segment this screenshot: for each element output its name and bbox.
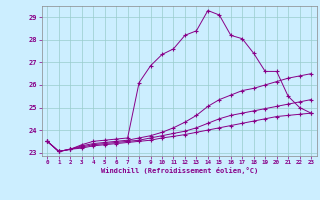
X-axis label: Windchill (Refroidissement éolien,°C): Windchill (Refroidissement éolien,°C): [100, 167, 258, 174]
